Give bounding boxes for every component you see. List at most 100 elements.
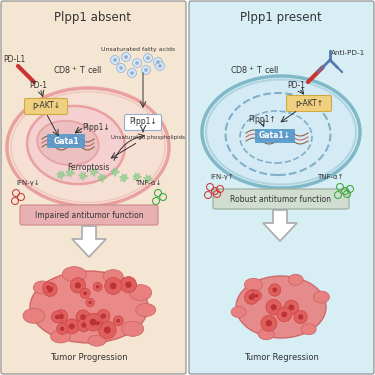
- Circle shape: [94, 318, 103, 327]
- Text: Plpp1↑: Plpp1↑: [248, 116, 276, 124]
- Circle shape: [54, 310, 68, 323]
- Text: Plpp1 absent: Plpp1 absent: [54, 10, 132, 24]
- Ellipse shape: [33, 281, 51, 294]
- Circle shape: [76, 310, 90, 324]
- Circle shape: [96, 322, 100, 326]
- Ellipse shape: [301, 324, 316, 335]
- Circle shape: [156, 62, 165, 70]
- Circle shape: [81, 322, 86, 328]
- Circle shape: [281, 312, 287, 317]
- Text: Unsaturated fatty acids: Unsaturated fatty acids: [101, 48, 175, 53]
- Circle shape: [156, 60, 160, 64]
- Circle shape: [43, 282, 53, 292]
- Circle shape: [110, 282, 117, 289]
- Ellipse shape: [88, 335, 106, 346]
- Text: PD-1: PD-1: [29, 81, 47, 90]
- Polygon shape: [66, 169, 75, 177]
- Ellipse shape: [231, 306, 246, 318]
- FancyBboxPatch shape: [1, 1, 186, 374]
- Circle shape: [57, 323, 68, 334]
- Text: TNF-α↓: TNF-α↓: [135, 180, 161, 186]
- Circle shape: [77, 319, 90, 332]
- Circle shape: [100, 314, 106, 319]
- Text: Ferroptosis: Ferroptosis: [67, 162, 109, 171]
- Circle shape: [255, 294, 258, 298]
- Circle shape: [46, 285, 50, 290]
- Circle shape: [144, 54, 153, 63]
- Circle shape: [132, 58, 141, 68]
- FancyBboxPatch shape: [24, 99, 68, 114]
- FancyBboxPatch shape: [124, 114, 162, 130]
- Circle shape: [249, 294, 254, 300]
- Ellipse shape: [30, 271, 148, 343]
- Text: Anti-PD-1: Anti-PD-1: [331, 50, 365, 56]
- Circle shape: [124, 55, 128, 59]
- Text: Impaired antitumor function: Impaired antitumor function: [34, 210, 143, 219]
- Ellipse shape: [136, 303, 156, 316]
- Text: CD8$^+$ T cell: CD8$^+$ T cell: [231, 64, 279, 76]
- FancyBboxPatch shape: [213, 189, 349, 209]
- Circle shape: [64, 319, 79, 334]
- Polygon shape: [111, 168, 120, 177]
- Circle shape: [104, 327, 111, 333]
- Circle shape: [93, 282, 102, 291]
- Circle shape: [270, 304, 277, 310]
- FancyBboxPatch shape: [20, 205, 158, 225]
- Text: CD8$^+$ T cell: CD8$^+$ T cell: [54, 64, 102, 76]
- Circle shape: [144, 68, 148, 72]
- Circle shape: [111, 56, 120, 64]
- Polygon shape: [57, 171, 66, 180]
- Circle shape: [158, 64, 162, 68]
- Circle shape: [120, 277, 136, 293]
- Ellipse shape: [11, 92, 165, 202]
- Text: Tumor Progression: Tumor Progression: [50, 352, 128, 362]
- FancyBboxPatch shape: [47, 134, 85, 148]
- Circle shape: [261, 315, 277, 331]
- Circle shape: [113, 316, 123, 326]
- Ellipse shape: [103, 270, 123, 283]
- FancyBboxPatch shape: [189, 1, 374, 374]
- Ellipse shape: [27, 106, 125, 184]
- Circle shape: [90, 319, 97, 326]
- Circle shape: [135, 61, 139, 65]
- Text: Gata1↓: Gata1↓: [259, 132, 291, 141]
- Circle shape: [119, 66, 123, 70]
- Circle shape: [105, 278, 122, 294]
- Circle shape: [272, 288, 277, 292]
- Ellipse shape: [314, 291, 329, 303]
- Polygon shape: [98, 174, 106, 183]
- Circle shape: [58, 314, 64, 319]
- Circle shape: [80, 314, 86, 320]
- Circle shape: [69, 323, 75, 329]
- Circle shape: [244, 290, 258, 304]
- Circle shape: [294, 310, 307, 324]
- Circle shape: [141, 66, 150, 75]
- Text: PD-1: PD-1: [287, 81, 305, 90]
- Ellipse shape: [288, 274, 303, 285]
- Ellipse shape: [51, 330, 70, 343]
- Circle shape: [80, 288, 90, 298]
- FancyBboxPatch shape: [286, 96, 332, 111]
- Ellipse shape: [23, 308, 45, 323]
- Circle shape: [122, 53, 130, 62]
- Text: Plpp1↓: Plpp1↓: [129, 117, 157, 126]
- Circle shape: [83, 291, 87, 295]
- Circle shape: [288, 304, 294, 310]
- Text: PD-L1: PD-L1: [3, 56, 25, 64]
- Polygon shape: [79, 172, 87, 180]
- Circle shape: [268, 284, 281, 296]
- Circle shape: [60, 327, 64, 331]
- Ellipse shape: [62, 267, 86, 282]
- Polygon shape: [120, 174, 129, 183]
- FancyBboxPatch shape: [255, 129, 295, 143]
- Ellipse shape: [236, 276, 326, 338]
- Text: p-AKT↓: p-AKT↓: [32, 102, 60, 111]
- Polygon shape: [144, 175, 153, 183]
- Circle shape: [86, 298, 94, 307]
- Circle shape: [125, 281, 132, 288]
- Circle shape: [88, 301, 92, 304]
- Circle shape: [252, 291, 261, 301]
- Polygon shape: [90, 168, 99, 177]
- Text: p-AKT↑: p-AKT↑: [295, 99, 323, 108]
- Circle shape: [43, 282, 57, 296]
